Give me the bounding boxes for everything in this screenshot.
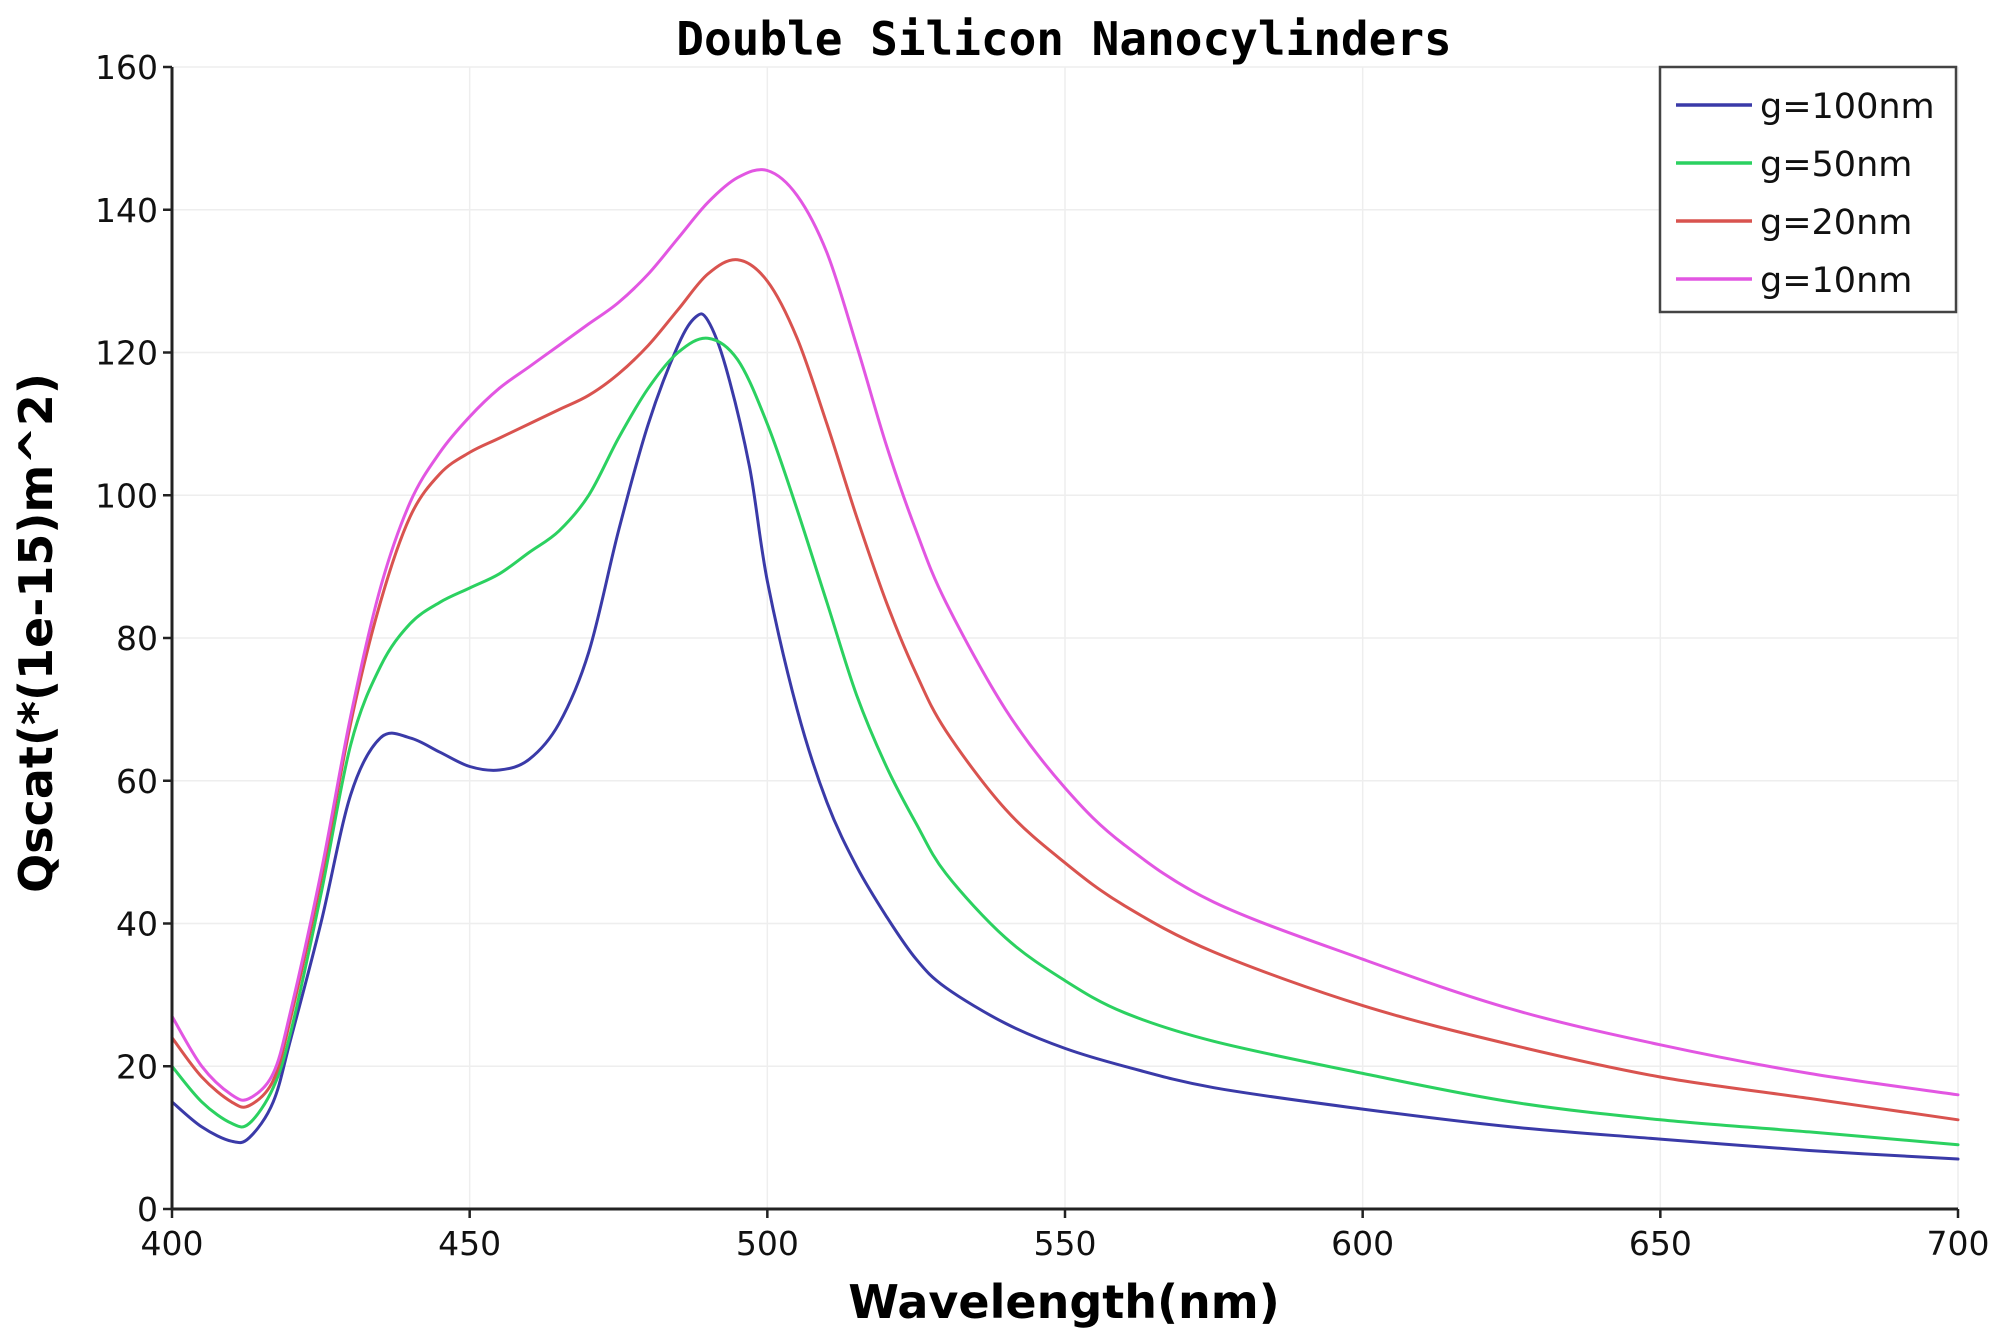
legend-label-g-10nm: g=10nm [1760,261,1912,301]
tick-labels: 400 450 500 550 600 650 700 0 20 40 60 80 100 120 140 1… [95,48,1990,1263]
y-tick-label: 120 [95,334,158,373]
x-tick-label: 550 [1034,1224,1097,1263]
series-line-g-10nm [170,168,1960,1102]
chart-title: Double Silicon Nanocylinders [676,12,1451,66]
series-line-g-100nm [170,312,1960,1161]
y-tick-label: 40 [116,905,158,944]
x-tick-label: 400 [141,1224,204,1263]
x-tick-label: 600 [1331,1224,1394,1263]
x-axis-label: Wavelength(nm) [848,1275,1279,1329]
series-line-g-50nm [170,336,1960,1147]
y-tick-label: 60 [116,762,158,801]
y-axis-label: Qscat(*(1e-15)m^2) [9,373,63,893]
series-lines [170,168,1960,1161]
y-tick-label: 160 [95,48,158,87]
grid [172,66,1959,1209]
x-tick-label: 700 [1927,1224,1990,1263]
y-tick-label: 20 [116,1047,158,1086]
x-tick-label: 650 [1629,1224,1692,1263]
y-tick-label: 80 [116,619,158,658]
legend-label-g-50nm: g=50nm [1760,145,1912,185]
x-tick-label: 500 [736,1224,799,1263]
legend-label-g-100nm: g=100nm [1760,87,1935,127]
legend-box [1658,65,1958,314]
axes [163,65,1960,1218]
y-tick-label: 140 [95,191,158,230]
y-tick-label: 100 [95,476,158,515]
y-tick-label: 0 [137,1190,158,1229]
x-tick-label: 450 [438,1224,501,1263]
legend: g=100nm g=50nm g=20nm g=10nm [1658,65,1958,314]
legend-label-g-20nm: g=20nm [1760,203,1912,243]
